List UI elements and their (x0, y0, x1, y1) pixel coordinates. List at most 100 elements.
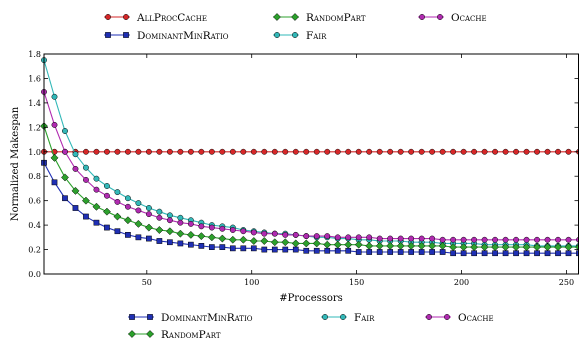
legend-marker (105, 14, 111, 20)
data-point-ocache (481, 236, 488, 243)
plot-area (40, 57, 579, 257)
data-point-random-part (50, 153, 59, 162)
data-point-all-proc-cache (271, 148, 278, 155)
data-point-ocache (450, 236, 457, 243)
data-point-all-proc-cache (240, 148, 247, 155)
legend-marker (340, 314, 346, 320)
x-tick-label: 250 (559, 278, 574, 287)
data-point-random-part (249, 237, 258, 245)
data-point-all-proc-cache (492, 148, 499, 155)
legend-entry-dominant-min-ratio: DominantMinRatio (128, 312, 253, 324)
data-point-random-part (102, 207, 111, 216)
data-point-dominant-min-ratio (408, 249, 415, 255)
data-point-ocache (177, 219, 184, 226)
legend-marker (292, 32, 298, 38)
data-point-dominant-min-ratio (502, 250, 509, 257)
legend-marker (105, 32, 111, 38)
data-point-dominant-min-ratio (334, 247, 341, 254)
data-point-all-proc-cache (387, 148, 394, 155)
data-point-ocache (544, 236, 551, 243)
data-point-ocache (523, 236, 530, 243)
legend-marker (426, 314, 432, 320)
data-point-all-proc-cache (177, 148, 184, 155)
data-point-random-part (323, 240, 332, 249)
data-point-ocache (376, 235, 383, 242)
data-point-random-part (176, 229, 185, 238)
data-point-random-part (386, 241, 395, 250)
data-point-dominant-min-ratio (387, 249, 394, 255)
data-point-random-part (365, 241, 374, 250)
data-point-dominant-min-ratio (250, 245, 257, 252)
legend-marker (291, 13, 299, 21)
data-point-ocache (534, 236, 540, 243)
data-point-dominant-min-ratio (177, 240, 184, 247)
data-point-all-proc-cache (219, 148, 226, 155)
data-point-random-part (239, 235, 248, 244)
data-point-dominant-min-ratio (534, 250, 540, 257)
series-line-random-part (43, 125, 579, 248)
x-tick-label: 50 (142, 278, 152, 287)
data-point-ocache (135, 207, 142, 214)
data-point-random-part (281, 238, 290, 247)
data-point-all-proc-cache (208, 148, 215, 155)
data-point-ocache (114, 198, 121, 205)
data-point-fair (124, 195, 131, 202)
data-point-dominant-min-ratio (62, 195, 68, 202)
data-point-ocache (156, 214, 163, 221)
data-point-dominant-min-ratio (397, 249, 404, 255)
y-tick-label: 0.6 (28, 197, 41, 206)
data-point-random-part (82, 196, 90, 205)
y-axis-label: Normalized Makespan (10, 106, 21, 221)
data-point-dominant-min-ratio (418, 249, 425, 255)
data-point-ocache (324, 233, 331, 240)
legend-entry-all-proc-cache: AllProcCache (104, 12, 207, 24)
legend-entry-random-part: RandomPart (128, 329, 221, 341)
data-point-ocache (471, 236, 478, 243)
legend-label: Fair (306, 30, 327, 42)
data-point-all-proc-cache (198, 148, 205, 155)
data-point-ocache (355, 234, 362, 241)
legend-entry-ocache: Ocache (425, 312, 494, 324)
data-point-random-part (228, 235, 237, 244)
data-point-fair (166, 212, 173, 219)
legend-label: DominantMinRatio (161, 312, 253, 324)
data-point-ocache (513, 236, 520, 243)
data-point-ocache (492, 236, 499, 243)
data-point-all-proc-cache (397, 148, 404, 155)
series-fair (41, 57, 579, 249)
data-point-dominant-min-ratio (555, 250, 561, 257)
data-point-random-part (61, 173, 69, 182)
legend-label: RandomPart (161, 329, 221, 341)
legend-label: DominantMinRatio (137, 30, 229, 42)
data-point-ocache (408, 235, 415, 242)
data-point-random-part (260, 237, 269, 245)
data-point-all-proc-cache (313, 148, 320, 155)
y-tick-label: 1.8 (28, 50, 41, 59)
data-point-fair (62, 128, 68, 134)
data-point-ocache (51, 121, 58, 128)
y-tick-label: 1.0 (28, 148, 41, 157)
data-point-all-proc-cache (124, 148, 131, 155)
data-point-dominant-min-ratio (125, 232, 131, 238)
data-point-all-proc-cache (471, 148, 478, 155)
y-tick-label: 1.2 (28, 123, 41, 132)
plot-frame (43, 53, 579, 275)
x-tick-label: 150 (349, 278, 364, 287)
y-tick-label: 0.8 (28, 172, 41, 181)
data-point-dominant-min-ratio (523, 250, 530, 257)
data-point-dominant-min-ratio (471, 250, 477, 257)
data-point-all-proc-cache (481, 148, 488, 155)
x-tick-label: 200 (454, 278, 469, 287)
series-line-dominant-min-ratio (43, 162, 579, 254)
data-point-random-part (375, 241, 384, 250)
data-point-ocache (145, 211, 152, 218)
data-point-ocache (334, 234, 341, 241)
data-point-ocache (93, 186, 100, 193)
data-point-all-proc-cache (544, 148, 551, 155)
data-point-ocache (555, 236, 561, 243)
data-point-dominant-min-ratio (72, 205, 79, 211)
y-tick-label: 0.0 (28, 270, 41, 279)
legend-bottom: DominantMinRatio Fair Ocache RandomPart (128, 312, 494, 341)
data-point-ocache (418, 235, 425, 242)
data-point-dominant-min-ratio (135, 234, 142, 241)
